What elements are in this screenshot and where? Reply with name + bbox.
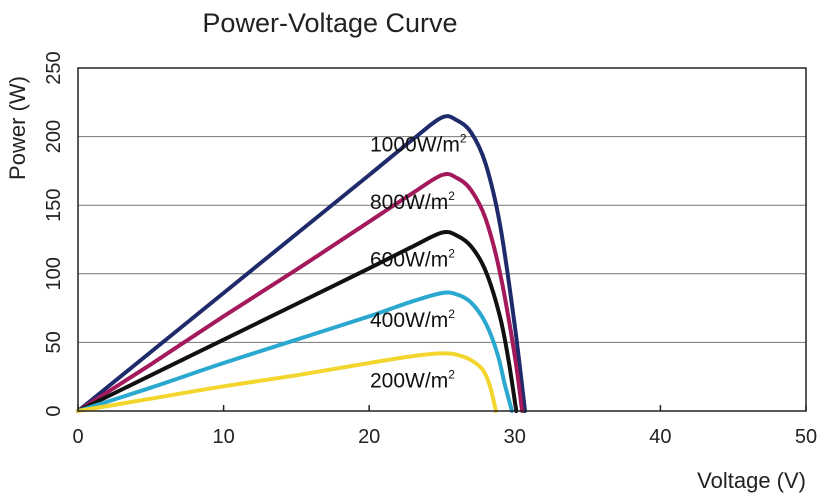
- series-label-2: 600W/m2: [370, 247, 455, 272]
- x-tick-label-0: 0: [72, 426, 83, 448]
- plot-frame: [77, 67, 807, 412]
- y-axis-label: Power (W): [5, 76, 30, 180]
- series-label-text-4: 200W/m: [370, 369, 448, 392]
- x-axis-label: Voltage (V): [697, 468, 806, 493]
- series-label-sup-1: 2: [448, 189, 455, 203]
- x-tick-label-30: 30: [504, 426, 526, 448]
- x-tick-label-50: 50: [795, 426, 817, 448]
- x-tick-label-20: 20: [358, 426, 380, 448]
- x-tick-labels: 0 10 20 30 40 50: [72, 405, 817, 448]
- series-label-4: 200W/m2: [370, 367, 455, 392]
- chart-title: Power-Voltage Curve: [202, 8, 457, 38]
- series-line-0: [76, 114, 527, 413]
- y-tick-label-0: 0: [43, 405, 65, 416]
- grid-lines: [78, 136, 806, 343]
- series-line-1: [76, 172, 525, 413]
- series-line-3: [76, 290, 514, 413]
- series-label-sup-3: 2: [448, 307, 455, 321]
- y-tick-label-200: 200: [43, 120, 65, 153]
- x-tick-label-10: 10: [212, 426, 234, 448]
- y-tick-labels: 0 50 100 150 200 250: [43, 51, 65, 416]
- y-tick-label-50: 50: [43, 331, 65, 353]
- series-label-sup-4: 2: [448, 367, 455, 381]
- x-tick-label-40: 40: [649, 426, 671, 448]
- series-label-0: 1000W/m2: [370, 131, 467, 156]
- y-tick-label-250: 250: [43, 51, 65, 84]
- series-label-sup-2: 2: [448, 247, 455, 261]
- series-label-1: 800W/m2: [370, 189, 455, 214]
- y-tick-label-100: 100: [43, 257, 65, 290]
- series-label-text-3: 400W/m: [370, 309, 448, 332]
- series-label-text-0: 1000W/m: [370, 133, 460, 156]
- series-line-2: [76, 229, 519, 413]
- series-label-3: 400W/m2: [370, 307, 455, 332]
- series-label-sup-0: 2: [460, 131, 467, 145]
- y-tick-label-150: 150: [43, 189, 65, 222]
- series-layer: [76, 114, 527, 413]
- series-label-text-2: 600W/m: [370, 249, 448, 272]
- series-label-text-1: 800W/m: [370, 191, 448, 214]
- series-line-4: [76, 351, 498, 413]
